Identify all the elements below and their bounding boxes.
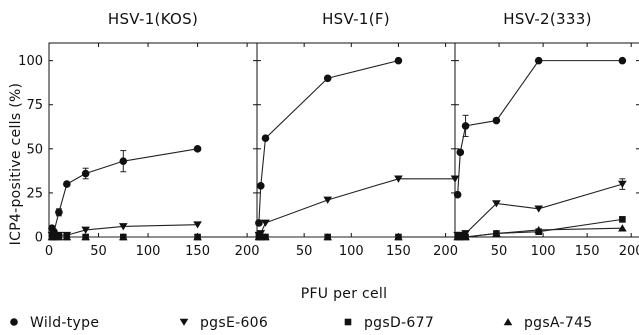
data-point (618, 180, 627, 188)
plot-frame (454, 42, 639, 238)
data-point (534, 56, 543, 65)
panels: HSV-1(KOS)0 50 100 150 2000255075100HSV-1(F)… (18, 10, 639, 259)
y-tick-label: 0 (35, 231, 43, 246)
y-tick-label: 100 (18, 54, 43, 69)
series-line (457, 60, 623, 195)
data-point (81, 233, 90, 241)
legend-label: pgsE-606 (200, 315, 268, 331)
data-point (261, 219, 270, 227)
x-tick-label: 200 (433, 244, 458, 259)
panel-2: HSV-1(F) 50 100 150 200 (254, 10, 460, 259)
data-point (534, 205, 543, 213)
data-point (492, 200, 501, 208)
data-point (118, 233, 128, 241)
panel-3: HSV-2(333) 50 100 150 200 (453, 10, 639, 259)
data-point (323, 233, 333, 241)
y-axis-title: ICP4-positive cells (%) (8, 83, 24, 246)
legend-marker (344, 318, 352, 326)
panel-title: HSV-2(333) (503, 10, 591, 28)
data-point (55, 208, 63, 217)
legend-marker (179, 318, 189, 326)
data-point (453, 190, 462, 199)
data-point (261, 233, 270, 241)
legend-label: pgsD-677 (364, 315, 434, 331)
data-point (618, 56, 627, 65)
legend-label: Wild-type (30, 315, 99, 331)
data-point (461, 122, 470, 130)
series-line (258, 178, 455, 236)
data-point (394, 175, 403, 183)
series-wild-type (48, 145, 202, 236)
data-point (256, 182, 265, 190)
x-tick-label: 200 (619, 244, 639, 259)
series-wild-type (255, 56, 403, 227)
series-pgsa-745 (254, 233, 403, 241)
legend-item: pgsE-606 (179, 315, 268, 331)
data-point (261, 134, 270, 143)
data-point (63, 180, 71, 188)
x-tick-label: 150 (575, 244, 600, 259)
data-point (534, 226, 543, 234)
data-point (62, 233, 72, 241)
data-point (118, 223, 128, 231)
x-tick-label: 50 (491, 244, 508, 259)
series-pgse-606 (254, 175, 460, 240)
x-tick-label: 150 (185, 244, 210, 259)
data-point (193, 145, 202, 153)
x-tick-label: 0 (45, 244, 53, 259)
x-tick-label: 200 (235, 244, 260, 259)
data-point (81, 169, 90, 178)
data-point (618, 224, 627, 232)
x-tick-label: 100 (531, 244, 556, 259)
legend: Wild-type pgsE-606 pgsD-677 pgsA-745 (10, 315, 592, 331)
panel-title: HSV-1(KOS) (108, 10, 198, 28)
plot-frame (48, 42, 258, 238)
series-pgsa-745 (47, 233, 202, 241)
data-point (255, 219, 263, 227)
x-tick-label: 150 (386, 244, 411, 259)
x-tick-label: 100 (136, 244, 161, 259)
y-tick-label: 50 (26, 142, 43, 157)
data-point (119, 157, 128, 165)
data-point (54, 233, 64, 241)
data-point (461, 233, 470, 241)
panel-title: HSV-1(F) (322, 10, 390, 28)
x-tick-label: 50 (296, 244, 313, 259)
x-tick-label: 100 (339, 244, 364, 259)
x-tick-label: 50 (90, 244, 107, 259)
data-point (492, 229, 501, 237)
legend-label: pgsA-745 (524, 315, 593, 331)
legend-item: pgsA-745 (503, 315, 593, 331)
panel-1: HSV-1(KOS) 0 50 100 150 200 0 25 50 75 100 (18, 10, 259, 259)
data-point (193, 233, 202, 241)
data-point (492, 116, 501, 125)
data-point (394, 233, 403, 241)
data-point (619, 216, 626, 223)
legend-marker (503, 318, 513, 326)
data-point (394, 56, 403, 65)
series-wild-type (453, 56, 627, 199)
x-axis-title: PFU per cell (301, 286, 388, 302)
data-point (323, 74, 332, 83)
series-pgsa-745 (453, 224, 627, 241)
legend-marker (10, 318, 18, 326)
data-point (193, 221, 202, 229)
plot-frame (256, 42, 456, 238)
data-point (456, 148, 465, 157)
legend-item: Wild-type (10, 315, 99, 331)
legend-item: pgsD-677 (344, 315, 434, 331)
y-tick-label: 75 (26, 98, 43, 113)
data-point (323, 196, 333, 204)
data-point (81, 226, 90, 234)
y-tick-label: 25 (26, 186, 43, 201)
